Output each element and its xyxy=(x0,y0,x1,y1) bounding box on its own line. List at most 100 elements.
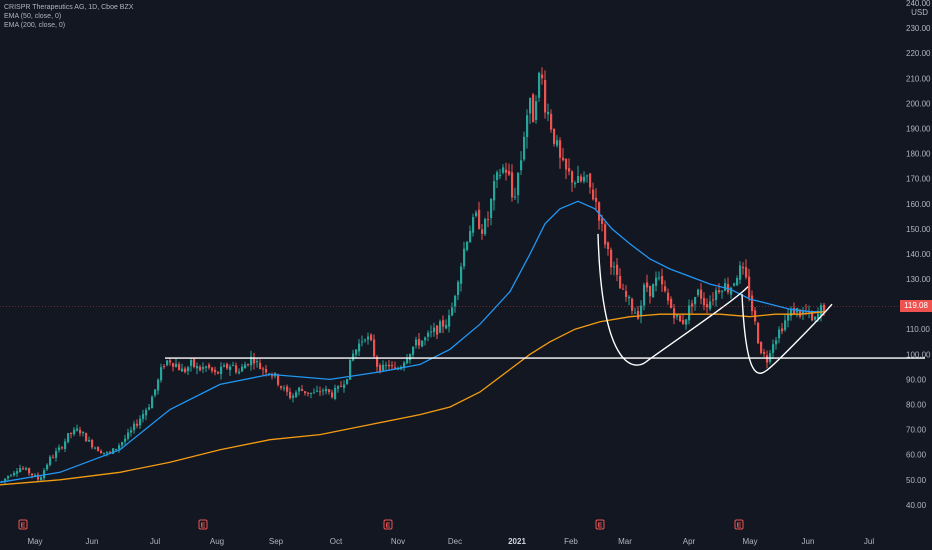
candle-body xyxy=(718,290,721,293)
candle-body xyxy=(700,289,703,299)
candle-body xyxy=(346,378,349,384)
candle-body xyxy=(802,311,805,315)
candle-body xyxy=(94,447,97,449)
candle-body xyxy=(496,172,499,180)
candle-body xyxy=(73,429,76,435)
candle-body xyxy=(367,336,370,340)
y-tick-label: 130.00 xyxy=(906,275,931,284)
candle-body xyxy=(229,366,232,370)
candle-body xyxy=(412,346,415,355)
legend-symbol[interactable]: CRISPR Therapeutics AG, 1D, Cboe BZX xyxy=(4,4,134,11)
candle-body xyxy=(313,392,316,394)
candle-body xyxy=(568,168,571,172)
x-tick-label: Aug xyxy=(210,537,224,546)
candle-body xyxy=(748,276,751,298)
candle-body xyxy=(487,219,490,221)
candle-body xyxy=(544,79,547,113)
candle-body xyxy=(376,356,379,367)
candle-body xyxy=(277,374,280,385)
x-tick-label: Jul xyxy=(150,537,160,546)
candle-body xyxy=(259,362,262,370)
candle-body xyxy=(757,322,760,344)
candle-body xyxy=(628,296,631,299)
candle-body xyxy=(46,464,49,470)
candle-body xyxy=(310,392,313,395)
candle-body xyxy=(709,301,712,309)
drawings[interactable] xyxy=(0,233,925,374)
candle-body xyxy=(733,283,736,286)
candle-body xyxy=(109,451,112,453)
candle-body xyxy=(31,473,34,476)
candle-body xyxy=(793,307,796,314)
candle-body xyxy=(421,340,424,347)
price-axis[interactable]: 40.00 50.00 60.00 70.00 80.00 90.00 100.00 110.… xyxy=(906,0,931,510)
candle-body xyxy=(538,72,541,98)
candle-body xyxy=(547,111,550,115)
candle-body xyxy=(385,364,388,366)
earnings-marker[interactable]: E xyxy=(595,519,605,530)
legend-ema200[interactable]: EMA (200, close, 0) xyxy=(4,22,66,29)
candle-body xyxy=(697,289,700,296)
candle-body xyxy=(820,305,823,316)
earnings-marker[interactable]: E xyxy=(734,519,744,530)
candle-body xyxy=(427,332,430,337)
candle-body xyxy=(580,176,583,182)
candle-body xyxy=(361,341,364,343)
candle-body xyxy=(625,291,628,297)
candle-body xyxy=(583,176,586,182)
candle-body xyxy=(553,128,556,144)
time-axis[interactable]: May Jun Jul Aug Sep Oct Nov Dec 2021 Feb Mar Apr May… xyxy=(27,537,874,546)
earnings-letter: E xyxy=(598,523,603,530)
candle-body xyxy=(331,392,334,398)
candle-body xyxy=(451,307,454,316)
candle-body xyxy=(37,474,40,480)
y-tick-label: 210.00 xyxy=(906,74,931,83)
candle-body xyxy=(682,320,685,324)
candle-body xyxy=(169,360,172,363)
candle-body xyxy=(661,276,664,285)
earnings-marker[interactable]: E xyxy=(18,519,28,530)
candle-body xyxy=(181,368,184,372)
candle-body xyxy=(787,314,790,321)
candle-body xyxy=(460,266,463,284)
candle-body xyxy=(61,447,64,449)
candle-body xyxy=(151,396,154,409)
candle-body xyxy=(301,389,304,391)
candle-body xyxy=(19,468,22,473)
candle-body xyxy=(706,304,709,308)
candle-body xyxy=(250,356,253,366)
candle-body xyxy=(271,375,274,377)
candle-body xyxy=(43,470,46,479)
candle-body xyxy=(724,283,727,291)
candle-body xyxy=(586,175,589,177)
candle-body xyxy=(328,389,331,393)
moving-averages xyxy=(0,200,826,486)
candle-body xyxy=(76,428,79,431)
y-tick-label: 40.00 xyxy=(906,501,927,510)
candle-body xyxy=(52,457,55,459)
earnings-marker[interactable]: E xyxy=(383,519,393,530)
candle-body xyxy=(781,328,784,332)
cup-curve[interactable] xyxy=(597,233,749,366)
currency-label: USD xyxy=(911,8,928,17)
candle-body xyxy=(619,276,622,289)
candle-body xyxy=(637,311,640,319)
candle-body xyxy=(196,366,199,369)
candle-body xyxy=(775,340,778,345)
candle-body xyxy=(667,292,670,301)
candle-body xyxy=(343,384,346,388)
earnings-letter: E xyxy=(201,523,206,530)
earnings-marker[interactable]: E xyxy=(198,519,208,530)
candle-body xyxy=(379,365,382,372)
legend-ema50[interactable]: EMA (50, close, 0) xyxy=(4,13,62,20)
candle-body xyxy=(790,308,793,317)
candle-body xyxy=(418,339,421,346)
y-tick-label: 150.00 xyxy=(906,225,931,234)
candle-body xyxy=(571,171,574,183)
earnings-badge xyxy=(734,519,744,530)
cup-curve[interactable] xyxy=(741,294,833,374)
candle-body xyxy=(409,354,412,360)
candle-body xyxy=(283,387,286,389)
